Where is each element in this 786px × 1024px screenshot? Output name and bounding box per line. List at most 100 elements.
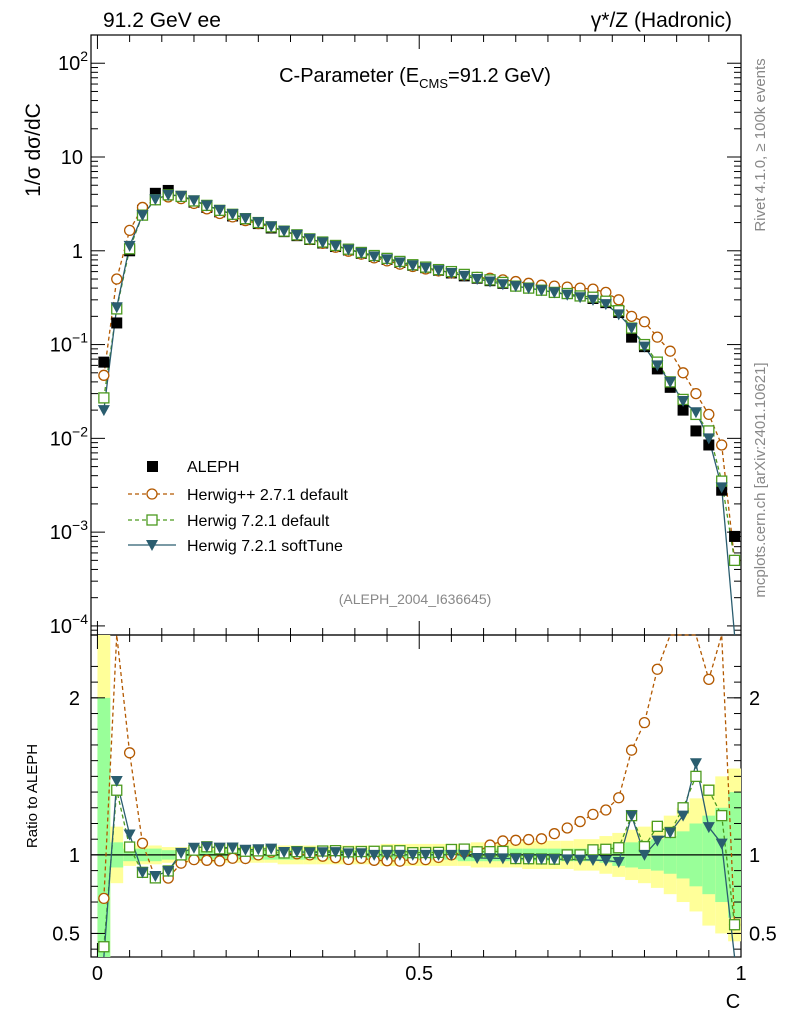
ratio-point-triangle	[252, 844, 265, 856]
ratio-y-tick-label: 1	[69, 845, 80, 867]
ratio-point-triangle	[638, 849, 651, 861]
ratio-series-layer	[98, 634, 741, 958]
ratio-point-circle	[510, 834, 522, 846]
point-circle	[123, 224, 136, 237]
point-triangle	[574, 292, 587, 304]
analysis-tag: (ALEPH_2004_I636645)	[339, 591, 492, 607]
series-line-1	[103, 196, 736, 561]
ratio-point-circle	[600, 804, 612, 816]
ratio-point-triangle	[162, 865, 175, 877]
ratio-point-square	[690, 770, 702, 783]
ratio-point-triangle	[522, 853, 535, 865]
point-triangle	[162, 189, 175, 201]
ratio-point-triangle	[715, 838, 728, 850]
ratio-point-triangle	[548, 854, 561, 866]
point-triangle	[586, 294, 599, 306]
ratio-point-circle	[651, 663, 663, 675]
point-triangle	[651, 360, 664, 372]
ratio-point-circle	[136, 837, 149, 849]
point-triangle	[290, 229, 303, 241]
ratio-point-circle	[574, 815, 586, 828]
legend-marker-herwig7-default	[146, 514, 158, 526]
ratio-line-1	[103, 634, 736, 925]
ratio-point-triangle	[368, 849, 381, 861]
ratio-point-triangle	[136, 867, 149, 879]
point-data	[677, 404, 689, 416]
point-data	[729, 530, 741, 542]
point-circle	[677, 367, 689, 379]
point-triangle	[677, 396, 690, 408]
point-triangle	[265, 221, 278, 233]
point-triangle	[393, 257, 406, 269]
x-tick-label: 0.5	[405, 963, 433, 985]
ratio-point-triangle	[381, 849, 394, 861]
ratio-point-triangle	[625, 810, 638, 822]
ratio-point-triangle	[496, 853, 509, 865]
point-circle	[613, 294, 625, 306]
point-triangle	[136, 210, 149, 222]
legend-entry-herwig7-default: Herwig 7.2.1 default	[128, 513, 330, 530]
point-triangle	[278, 225, 291, 237]
point-triangle	[419, 262, 432, 274]
plot-title: C-Parameter (ECMS=91.2 GeV)	[279, 65, 551, 91]
y-axis-label: 1/σ dσ/dC	[22, 103, 45, 197]
point-triangle	[200, 200, 213, 212]
mcplots-label: mcplots.cern.ch [arXiv:2401.10621]	[752, 362, 769, 597]
point-circle	[638, 316, 651, 328]
ratio-point-circle	[226, 852, 239, 864]
point-triangle	[432, 265, 445, 277]
ratio-point-triangle	[316, 847, 329, 859]
legend-label-herwig7-default: Herwig 7.2.1 default	[187, 513, 330, 530]
ratio-point-circle	[214, 855, 226, 867]
ratio-point-circle	[638, 716, 651, 729]
series-line-2	[103, 194, 736, 561]
ratio-y-tick-label-right: 0.5	[749, 923, 777, 945]
axis-ticks	[91, 34, 742, 957]
y-tick-label: 10−3	[50, 517, 88, 544]
point-data	[626, 331, 638, 343]
ratio-point-triangle	[509, 853, 522, 865]
ratio-point-circle	[522, 833, 535, 846]
ratio-point-triangle	[175, 847, 188, 859]
ratio-point-triangle	[290, 846, 303, 858]
ratio-point-circle	[201, 854, 213, 866]
legend-entry-aleph: ALEPH	[147, 459, 239, 476]
point-triangle	[548, 287, 561, 299]
ratio-y-axis-label: Ratio to ALEPH	[24, 744, 41, 848]
point-triangle	[329, 240, 342, 252]
point-triangle	[625, 323, 638, 335]
ratio-point-triangle	[406, 849, 419, 861]
ratio-y-tick-label: 2	[69, 688, 80, 710]
ratio-point-triangle	[689, 758, 702, 770]
ratio-point-circle	[625, 744, 638, 756]
header-left: 91.2 GeV ee	[103, 9, 221, 32]
ratio-band-inner	[97, 697, 111, 957]
ratio-point-triangle	[149, 870, 162, 882]
ratio-point-triangle	[612, 857, 625, 869]
ratio-point-triangle	[393, 849, 406, 861]
ratio-point-square	[600, 843, 612, 855]
point-triangle	[561, 289, 574, 301]
point-triangle	[187, 195, 200, 207]
ratio-point-square	[703, 784, 715, 796]
point-data	[111, 317, 123, 329]
series-line-3	[103, 194, 736, 636]
point-triangle	[368, 251, 381, 263]
legend-marker-herwigpp	[146, 488, 158, 500]
ratio-point-square	[728, 919, 741, 931]
series-layer	[97, 184, 741, 636]
point-circle	[703, 408, 715, 421]
point-data	[703, 439, 715, 451]
point-square	[728, 554, 741, 567]
y-tick-label: 1	[72, 241, 83, 263]
ratio-point-triangle	[599, 855, 612, 867]
point-triangle	[664, 376, 677, 388]
ratio-point-triangle	[278, 846, 291, 858]
point-triangle	[612, 309, 625, 321]
point-triangle	[496, 279, 509, 291]
point-triangle	[303, 233, 316, 245]
point-triangle	[445, 267, 458, 279]
legend-label-aleph: ALEPH	[187, 459, 239, 476]
point-square	[98, 392, 110, 404]
point-triangle	[406, 260, 419, 272]
